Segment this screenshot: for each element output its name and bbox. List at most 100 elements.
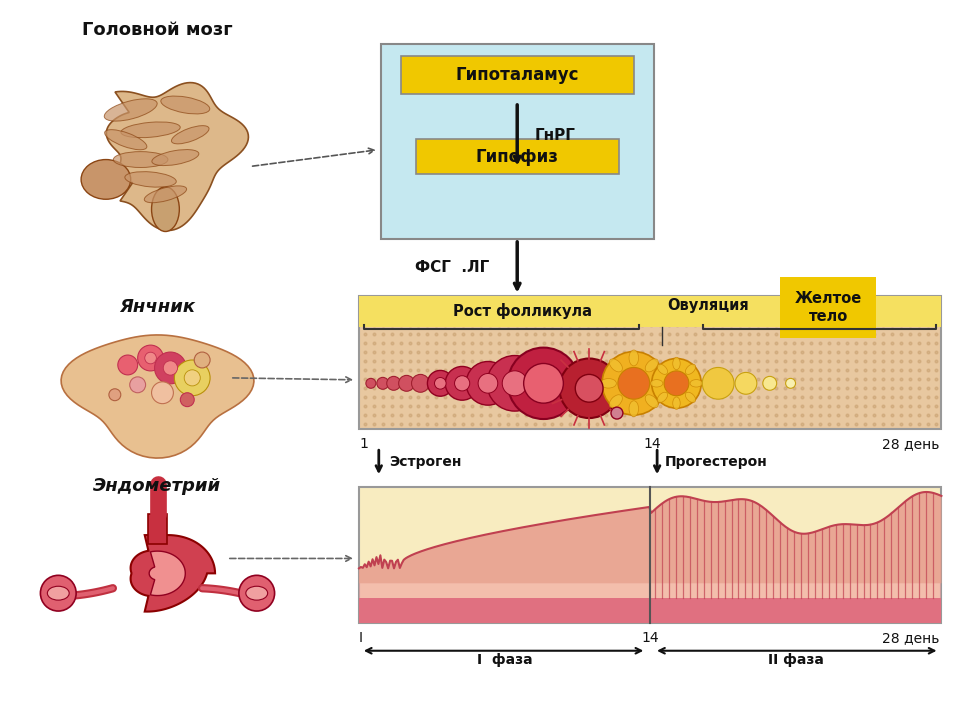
Circle shape — [137, 345, 163, 371]
Circle shape — [180, 392, 194, 407]
Circle shape — [785, 378, 796, 388]
Ellipse shape — [673, 397, 681, 410]
Circle shape — [152, 382, 174, 404]
Circle shape — [108, 389, 121, 401]
Polygon shape — [149, 551, 185, 595]
Circle shape — [155, 352, 186, 384]
Ellipse shape — [144, 186, 186, 203]
Circle shape — [664, 371, 689, 396]
Polygon shape — [359, 492, 942, 583]
Bar — [381, 45, 654, 239]
Ellipse shape — [47, 586, 69, 600]
Text: Янчник: Янчник — [119, 299, 196, 317]
Text: II фаза: II фаза — [768, 653, 824, 667]
Circle shape — [618, 367, 650, 399]
Ellipse shape — [645, 395, 659, 408]
Circle shape — [454, 376, 469, 391]
Text: 1: 1 — [359, 437, 368, 451]
Text: ГнРГ: ГнРГ — [535, 128, 576, 143]
Text: I  фаза: I фаза — [477, 653, 533, 667]
Ellipse shape — [121, 122, 180, 138]
Ellipse shape — [658, 364, 667, 374]
Circle shape — [445, 366, 479, 400]
Bar — [400, 56, 634, 94]
Circle shape — [377, 377, 389, 390]
Circle shape — [130, 377, 146, 392]
Circle shape — [118, 355, 137, 375]
Ellipse shape — [690, 379, 703, 387]
Ellipse shape — [246, 586, 268, 600]
Text: Головной мозг: Головной мозг — [83, 21, 233, 39]
Bar — [359, 487, 942, 623]
Bar — [359, 598, 942, 623]
Ellipse shape — [658, 392, 667, 402]
Circle shape — [478, 374, 498, 393]
Circle shape — [560, 359, 619, 418]
Text: Эндометрий: Эндометрий — [93, 477, 222, 495]
Bar — [359, 295, 942, 429]
Circle shape — [387, 377, 400, 390]
Circle shape — [412, 374, 429, 392]
Bar — [148, 514, 167, 544]
Circle shape — [502, 371, 527, 396]
Bar — [416, 139, 619, 174]
Polygon shape — [61, 335, 253, 458]
Circle shape — [163, 361, 178, 375]
Circle shape — [467, 361, 510, 405]
Text: Прогестерон: Прогестерон — [665, 455, 768, 469]
Circle shape — [602, 351, 665, 415]
Ellipse shape — [105, 130, 147, 150]
Circle shape — [508, 348, 579, 419]
Ellipse shape — [105, 99, 157, 121]
Ellipse shape — [651, 379, 662, 387]
Text: 28 день: 28 день — [882, 437, 940, 451]
Circle shape — [435, 377, 446, 389]
Circle shape — [427, 370, 453, 396]
Text: 28 день: 28 день — [882, 631, 940, 645]
Circle shape — [611, 407, 623, 419]
Text: 14: 14 — [643, 437, 661, 451]
Circle shape — [735, 372, 756, 395]
Polygon shape — [107, 83, 249, 230]
Polygon shape — [131, 535, 215, 611]
Circle shape — [40, 575, 76, 611]
Text: Рост фолликула: Рост фолликула — [452, 303, 591, 320]
Circle shape — [487, 356, 542, 411]
Circle shape — [239, 575, 275, 611]
Circle shape — [184, 370, 201, 386]
Circle shape — [703, 367, 734, 399]
Ellipse shape — [651, 379, 667, 388]
Ellipse shape — [685, 392, 696, 402]
Circle shape — [575, 374, 603, 402]
Ellipse shape — [172, 126, 209, 144]
Circle shape — [523, 364, 564, 403]
Ellipse shape — [685, 364, 696, 374]
Ellipse shape — [125, 171, 177, 187]
Bar — [359, 583, 942, 598]
Circle shape — [145, 352, 156, 364]
Text: Гипофиз: Гипофиз — [476, 148, 559, 166]
Text: Гипоталамус: Гипоталамус — [455, 66, 579, 84]
Text: Эстроген: Эстроген — [389, 455, 461, 469]
Text: ФСГ  .ЛГ: ФСГ .ЛГ — [415, 260, 490, 275]
Ellipse shape — [152, 150, 199, 166]
Circle shape — [652, 359, 701, 408]
Bar — [359, 295, 942, 328]
Circle shape — [398, 375, 415, 391]
Ellipse shape — [610, 359, 622, 372]
Text: I: I — [359, 631, 363, 645]
Circle shape — [763, 377, 777, 390]
Text: Желтое
тело: Желтое тело — [795, 291, 862, 323]
Text: 14: 14 — [641, 631, 659, 645]
Ellipse shape — [152, 187, 180, 232]
Circle shape — [194, 352, 210, 368]
Ellipse shape — [113, 152, 168, 168]
Ellipse shape — [600, 379, 616, 388]
Circle shape — [175, 360, 210, 396]
Ellipse shape — [629, 401, 638, 417]
Text: Овуляция: Овуляция — [667, 298, 749, 313]
Ellipse shape — [81, 160, 131, 199]
Ellipse shape — [673, 357, 681, 369]
Ellipse shape — [161, 96, 210, 114]
Circle shape — [366, 378, 375, 388]
